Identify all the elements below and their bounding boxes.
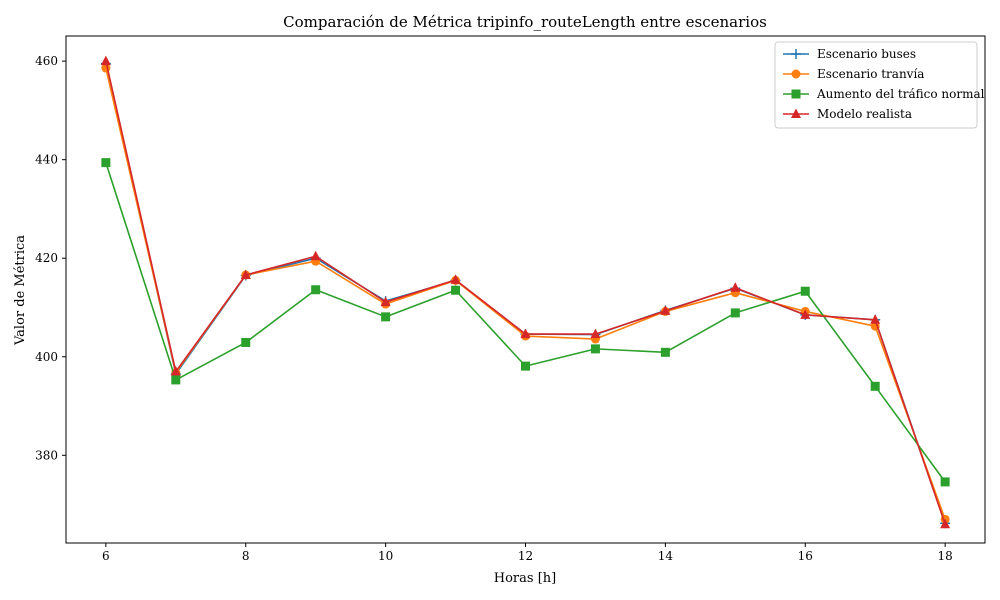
series-line bbox=[105, 60, 946, 525]
x-tick-label: 6 bbox=[102, 549, 110, 563]
data-point bbox=[171, 375, 181, 385]
x-tick-label: 12 bbox=[518, 549, 533, 563]
y-axis-title: Valor de Métrica bbox=[13, 235, 28, 346]
legend-box bbox=[774, 41, 978, 129]
x-tick-label: 8 bbox=[242, 549, 250, 563]
data-point bbox=[730, 282, 741, 292]
legend-item: Aumento del tráfico normal bbox=[783, 87, 985, 101]
y-tick-label: 380 bbox=[35, 448, 58, 462]
y-tick-label: 420 bbox=[35, 251, 58, 265]
data-point bbox=[101, 158, 111, 168]
data-point bbox=[870, 381, 880, 391]
legend-label: Escenario buses bbox=[817, 47, 916, 61]
plot-area: 6 8 10 12 14 16 18 380 400 420 440 460 bbox=[35, 35, 986, 563]
data-point bbox=[520, 328, 531, 339]
data-point bbox=[241, 337, 251, 347]
y-tick-label: 460 bbox=[35, 54, 58, 68]
legend-marker bbox=[791, 69, 801, 79]
series-1 bbox=[100, 58, 951, 529]
series-line bbox=[105, 162, 946, 483]
data-point bbox=[450, 274, 461, 284]
data-point bbox=[380, 296, 391, 307]
data-point bbox=[940, 518, 951, 529]
legend-item: Escenario tranvía bbox=[783, 67, 924, 81]
y-tick-label: 440 bbox=[35, 153, 58, 167]
legend-item: Modelo realista bbox=[783, 107, 912, 121]
x-tick-label: 14 bbox=[658, 549, 674, 563]
data-point bbox=[660, 347, 670, 357]
data-point bbox=[381, 312, 391, 322]
legend-marker bbox=[791, 89, 801, 99]
data-point bbox=[451, 285, 461, 295]
data-point bbox=[310, 250, 321, 261]
legend-item: Escenario buses bbox=[783, 47, 916, 61]
data-point bbox=[800, 309, 811, 319]
legend-label: Modelo realista bbox=[817, 107, 912, 121]
data-point bbox=[590, 344, 600, 354]
data-point bbox=[940, 477, 950, 487]
x-axis-title: Horas [h] bbox=[494, 571, 556, 586]
data-point bbox=[100, 55, 111, 66]
series-3 bbox=[101, 158, 950, 487]
legend-marker bbox=[791, 108, 801, 118]
data-point bbox=[590, 328, 601, 339]
data-point bbox=[240, 269, 251, 279]
data-point bbox=[800, 286, 810, 296]
data-point bbox=[870, 314, 881, 324]
data-point bbox=[170, 366, 181, 376]
data-point bbox=[311, 285, 321, 295]
data-point bbox=[660, 305, 671, 315]
legend-marker bbox=[791, 49, 801, 59]
x-tick-label: 16 bbox=[798, 549, 813, 563]
data-point bbox=[730, 308, 740, 318]
legend-label: Aumento del tráfico normal bbox=[816, 87, 985, 101]
x-tick-label: 18 bbox=[937, 549, 952, 563]
legend-label: Escenario tranvía bbox=[817, 67, 924, 81]
y-tick-label: 400 bbox=[35, 350, 58, 364]
legend: Escenario buses Escenario tranvía Aumento … bbox=[774, 41, 985, 129]
data-point bbox=[521, 361, 530, 371]
chart-title: Comparación de Métrica tripinfo_routeLen… bbox=[283, 13, 767, 31]
series-2 bbox=[101, 63, 950, 524]
x-tick-label: 10 bbox=[378, 549, 393, 563]
series-4 bbox=[100, 55, 951, 529]
